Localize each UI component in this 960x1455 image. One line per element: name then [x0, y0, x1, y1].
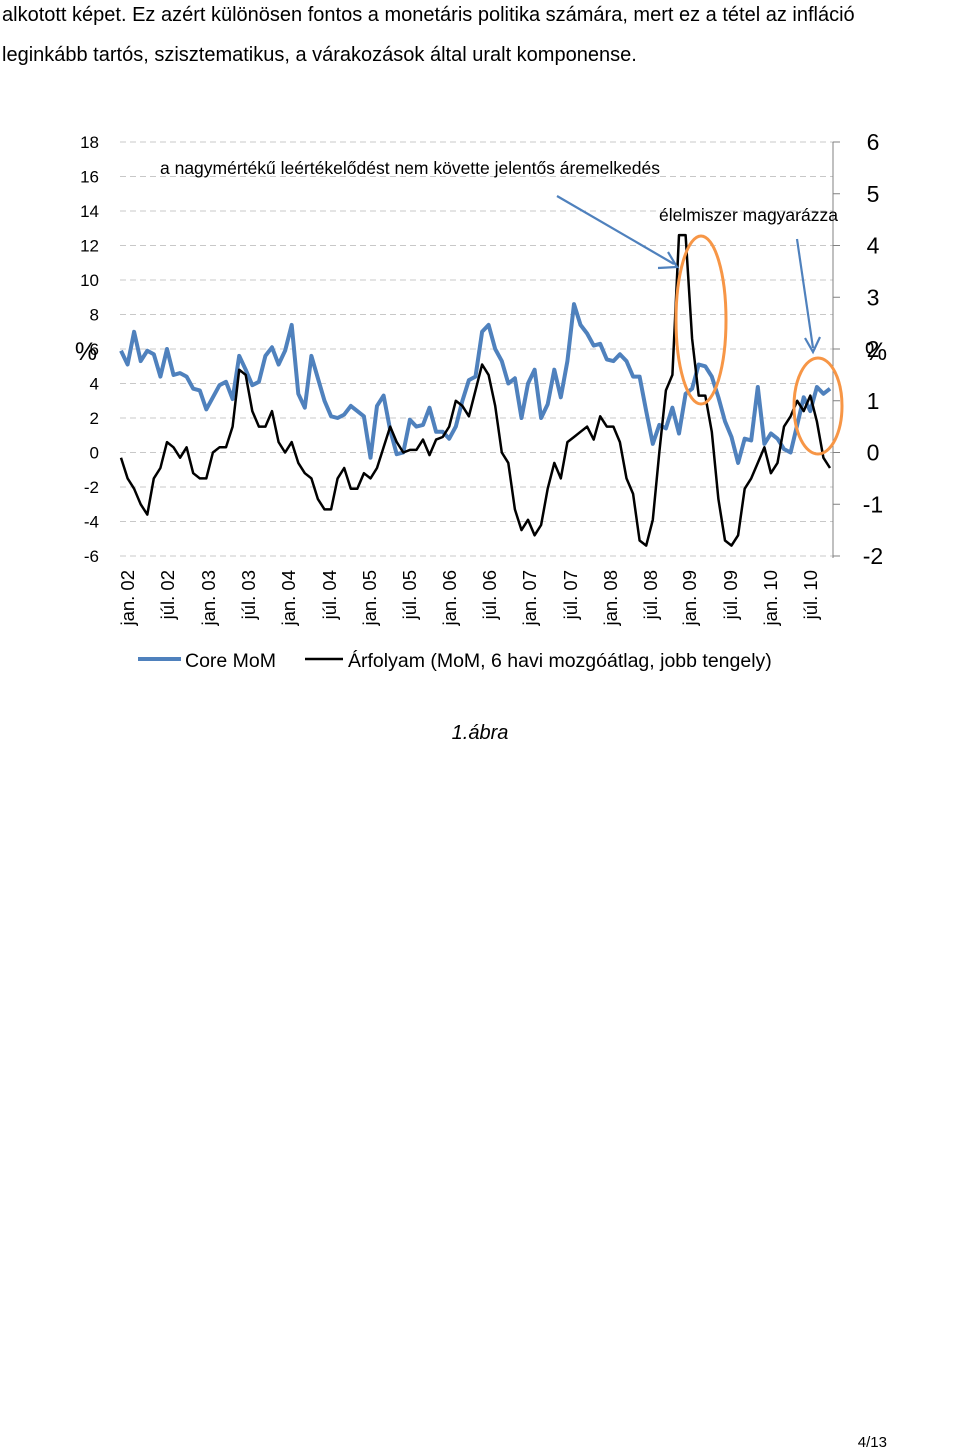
x-tick-label: jan. 03: [198, 570, 219, 627]
x-tick-label: jan. 07: [519, 570, 540, 627]
x-tick-label: júl. 06: [479, 570, 500, 620]
paragraph-line-1: alkotott képet. Ez azért különösen fonto…: [2, 4, 855, 26]
right-tick-label: 2: [867, 336, 880, 362]
annotation-arrow-2: [795, 238, 815, 349]
x-tick-label: júl. 05: [399, 570, 420, 620]
left-tick-label: -6: [84, 547, 99, 566]
left-axis-ticks: 18 16 14 12 10 8 6 4 2 0 -2 -4 -6: [80, 133, 99, 566]
right-tick-label: 4: [867, 233, 880, 259]
right-axis-ticks: 6 5 4 3 2 1 0 -1 -2: [833, 129, 883, 569]
x-tick-label: jan. 04: [278, 570, 299, 627]
series-lines: [119, 233, 832, 547]
annotation-food: élelmiszer magyarázza: [659, 205, 838, 225]
right-tick-label: -2: [863, 543, 883, 569]
left-tick-label: 8: [90, 306, 99, 325]
right-axis-label: %: [865, 338, 887, 366]
x-tick-label: júl. 04: [319, 570, 340, 620]
right-tick-label: 5: [867, 181, 880, 207]
x-tick-label: júl. 08: [640, 570, 661, 620]
x-tick-label: jan. 02: [117, 570, 138, 627]
x-tick-label: júl. 02: [157, 570, 178, 620]
highlight-ellipse-1: [674, 234, 728, 406]
x-tick-label: júl. 09: [720, 570, 741, 620]
left-tick-label: 4: [90, 375, 99, 394]
page-number: 4/13: [857, 1434, 887, 1451]
right-tick-label: 0: [867, 440, 880, 466]
legend-label-exchange: Árfolyam (MoM, 6 havi mozgóátlag, jobb t…: [348, 649, 772, 672]
left-tick-label: -4: [84, 513, 99, 532]
x-tick-label: júl. 07: [560, 570, 581, 620]
x-tick-label: jan. 05: [359, 570, 380, 627]
annotation-devaluation: a nagymértékű leértékelődést nem követte…: [160, 158, 660, 178]
series-line-core-mom: [119, 302, 832, 465]
annotation-arrow-2-head: [804, 336, 821, 355]
left-tick-label: 10: [80, 271, 99, 290]
figure-caption: 1.ábra: [451, 722, 509, 744]
x-tick-label: jan. 09: [679, 570, 700, 627]
x-tick-label: júl. 03: [238, 570, 259, 620]
left-tick-label: 0: [90, 444, 99, 463]
right-tick-label: 3: [867, 284, 880, 310]
paragraph-line-2: leginkább tartós, szisztematikus, a vára…: [2, 44, 637, 66]
left-tick-label: 12: [80, 237, 99, 256]
right-tick-label: -1: [863, 491, 883, 517]
left-tick-label: 14: [80, 202, 99, 221]
left-tick-label: 2: [90, 409, 99, 428]
left-tick-label: 16: [80, 168, 99, 187]
x-axis-ticks: jan. 02 júl. 02 jan. 03 júl. 03 jan. 04 júl. …: [117, 570, 821, 627]
left-tick-label: 18: [80, 133, 99, 152]
x-tick-label: jan. 08: [600, 570, 621, 627]
legend-label-core: Core MoM: [185, 650, 276, 672]
right-tick-label: 1: [867, 388, 880, 414]
left-axis-label: %: [75, 338, 97, 366]
series-line-exchange-rate: [119, 233, 832, 547]
highlight-ellipse-2: [792, 356, 844, 456]
x-tick-label: júl. 10: [800, 570, 821, 620]
x-tick-label: jan. 06: [439, 570, 460, 627]
left-tick-label: 6: [90, 340, 99, 359]
x-tick-label: jan. 10: [760, 570, 781, 627]
right-tick-label: 6: [867, 129, 880, 155]
left-tick-label: -2: [84, 478, 99, 497]
annotation-arrow-1-head: [657, 251, 679, 270]
annotation-arrow-1: [556, 195, 675, 265]
